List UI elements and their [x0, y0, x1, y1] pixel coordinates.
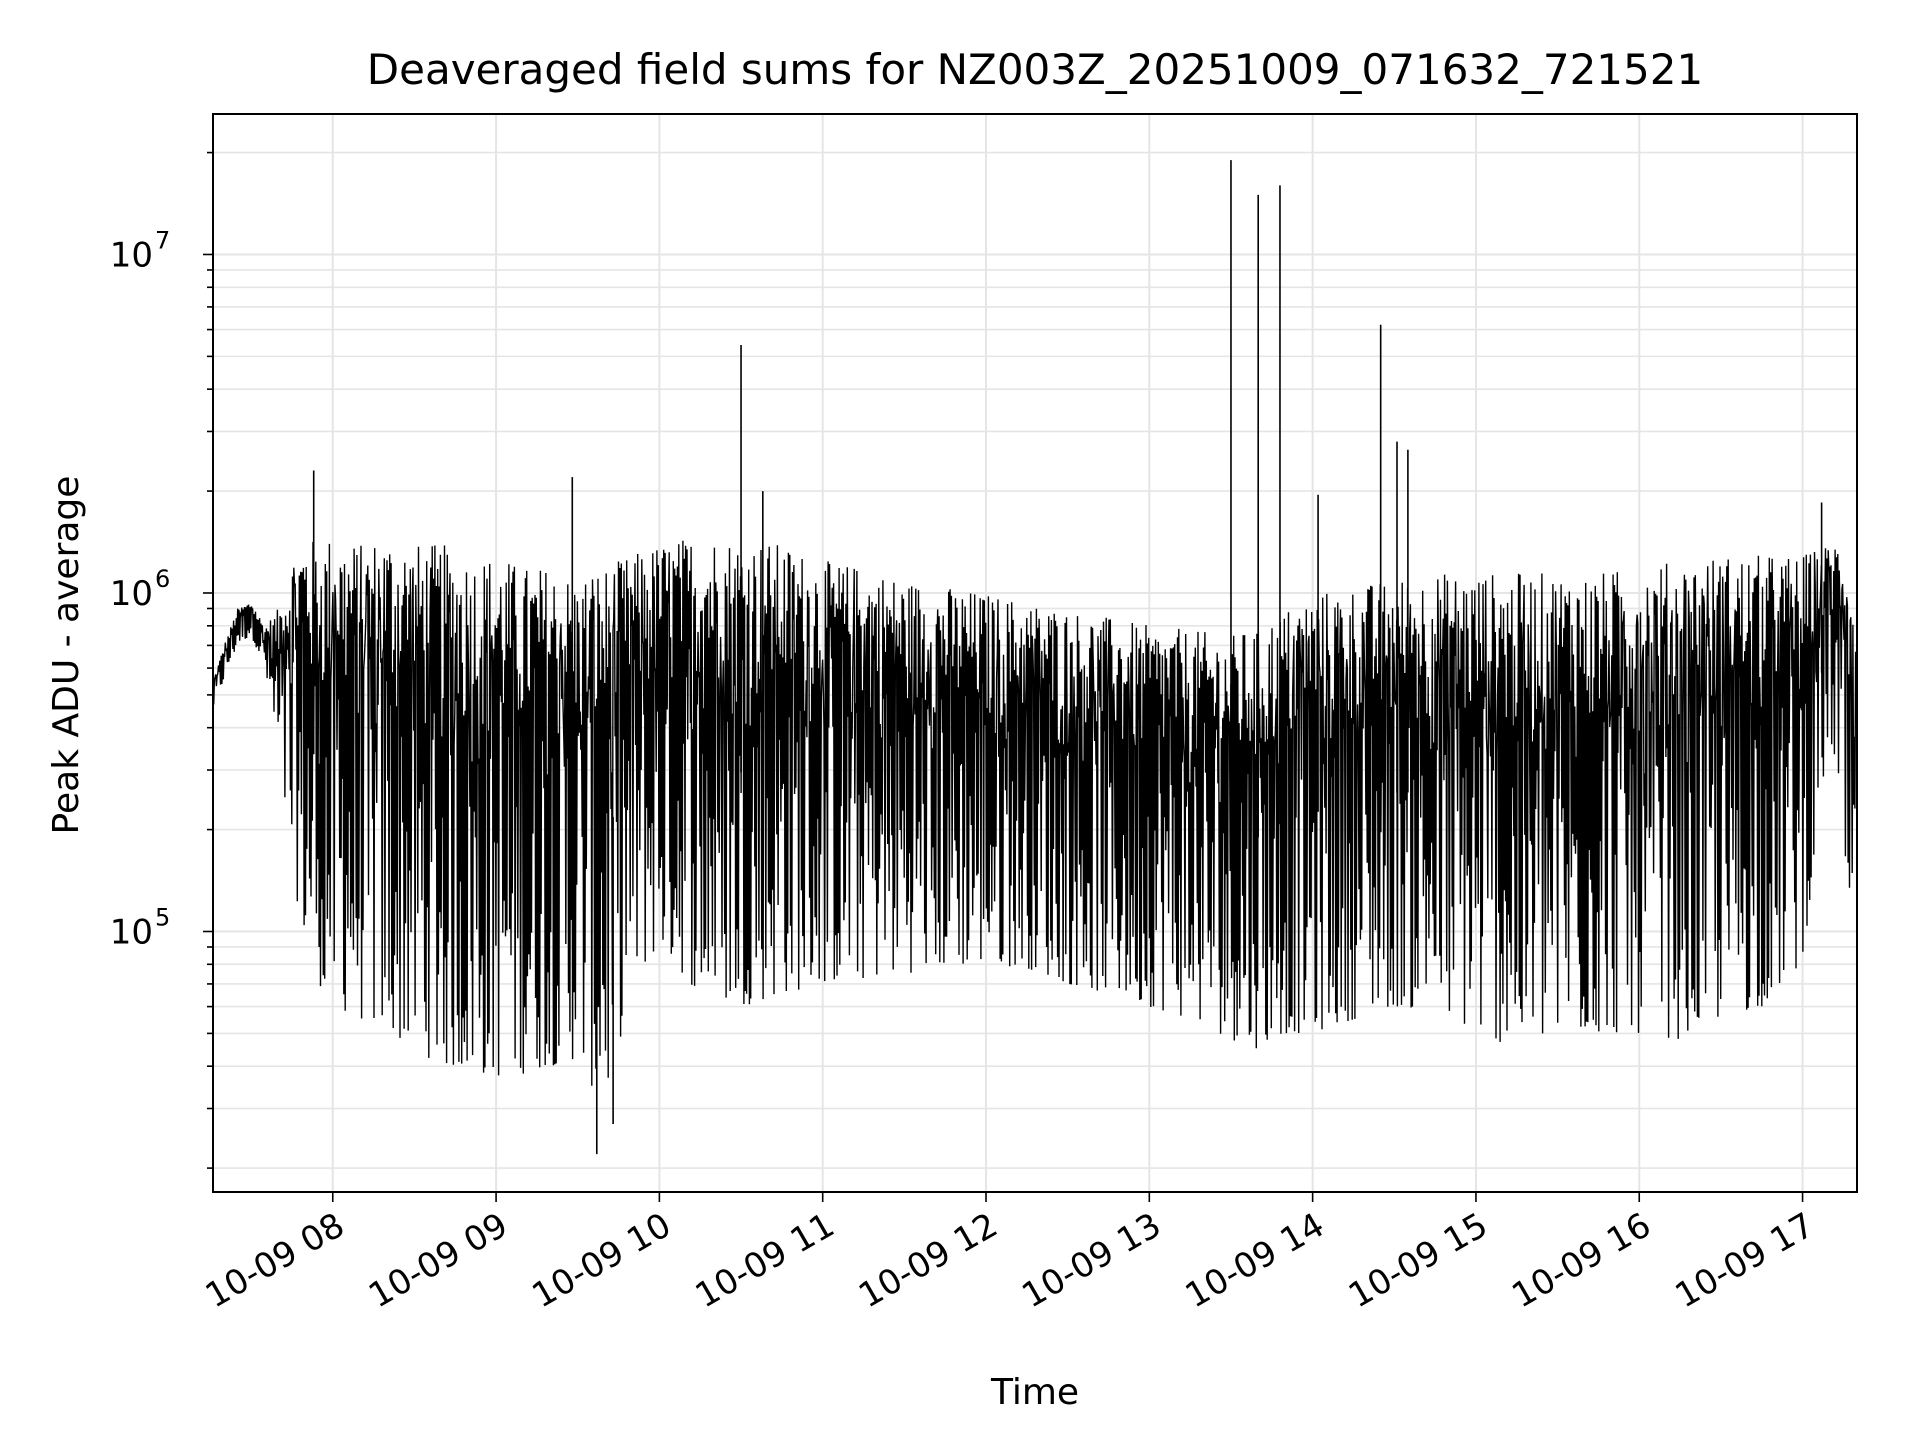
chart-title: Deaveraged field sums for NZ003Z_2025100… [367, 45, 1703, 94]
plot-area [212, 160, 1858, 1155]
y-tick-label-exponent: 6 [155, 565, 170, 593]
y-tick-label: 10 [110, 574, 153, 614]
y-tick-label-exponent: 7 [155, 226, 170, 254]
y-tick-label: 10 [110, 912, 153, 952]
plot-frame [212, 113, 1858, 1193]
y-axis-label: Peak ADU - average [46, 476, 87, 835]
y-tick-label: 10 [110, 235, 153, 275]
y-tick-label-exponent: 5 [155, 903, 170, 931]
series-line [212, 540, 1858, 1086]
x-axis-label: Time [990, 1372, 1079, 1413]
